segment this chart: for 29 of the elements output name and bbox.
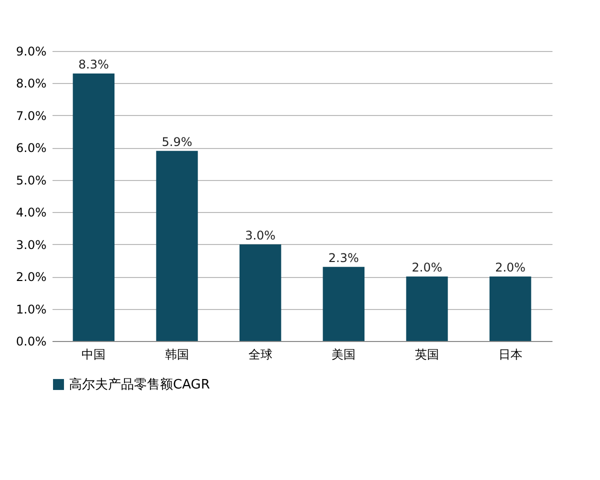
y-tick-label: 5.0% bbox=[16, 173, 46, 188]
y-tick-label: 1.0% bbox=[16, 302, 46, 316]
bar bbox=[322, 266, 364, 341]
bar bbox=[156, 150, 198, 341]
bar bbox=[72, 74, 114, 341]
data-label: 2.3% bbox=[328, 250, 359, 265]
y-tick-label: 6.0% bbox=[16, 141, 46, 156]
y-tick-label: 0.0% bbox=[16, 334, 46, 348]
x-tick-label: 中国 bbox=[82, 348, 106, 362]
bar bbox=[240, 244, 282, 341]
data-label: 3.0% bbox=[245, 228, 276, 242]
data-label: 8.3% bbox=[78, 58, 109, 72]
y-tick-label: 9.0% bbox=[16, 44, 46, 58]
y-tick-label: 3.0% bbox=[16, 238, 46, 252]
bar bbox=[490, 276, 532, 341]
x-tick-label: 全球 bbox=[248, 348, 272, 362]
x-tick-label: 韩国 bbox=[165, 348, 189, 362]
bar bbox=[406, 276, 448, 341]
y-tick-label: 2.0% bbox=[16, 270, 46, 284]
legend-label: 高尔夫产品零售额CAGR bbox=[69, 376, 210, 392]
x-tick-label: 日本 bbox=[498, 348, 522, 362]
y-tick-label: 4.0% bbox=[16, 206, 46, 220]
x-tick-label: 英国 bbox=[415, 348, 439, 362]
y-tick-label: 7.0% bbox=[16, 108, 46, 123]
y-tick-label: 8.0% bbox=[16, 76, 46, 91]
x-tick-label: 美国 bbox=[332, 348, 356, 362]
data-label: 2.0% bbox=[412, 260, 442, 275]
data-label: 5.9% bbox=[162, 134, 192, 149]
data-label: 2.0% bbox=[495, 260, 526, 275]
